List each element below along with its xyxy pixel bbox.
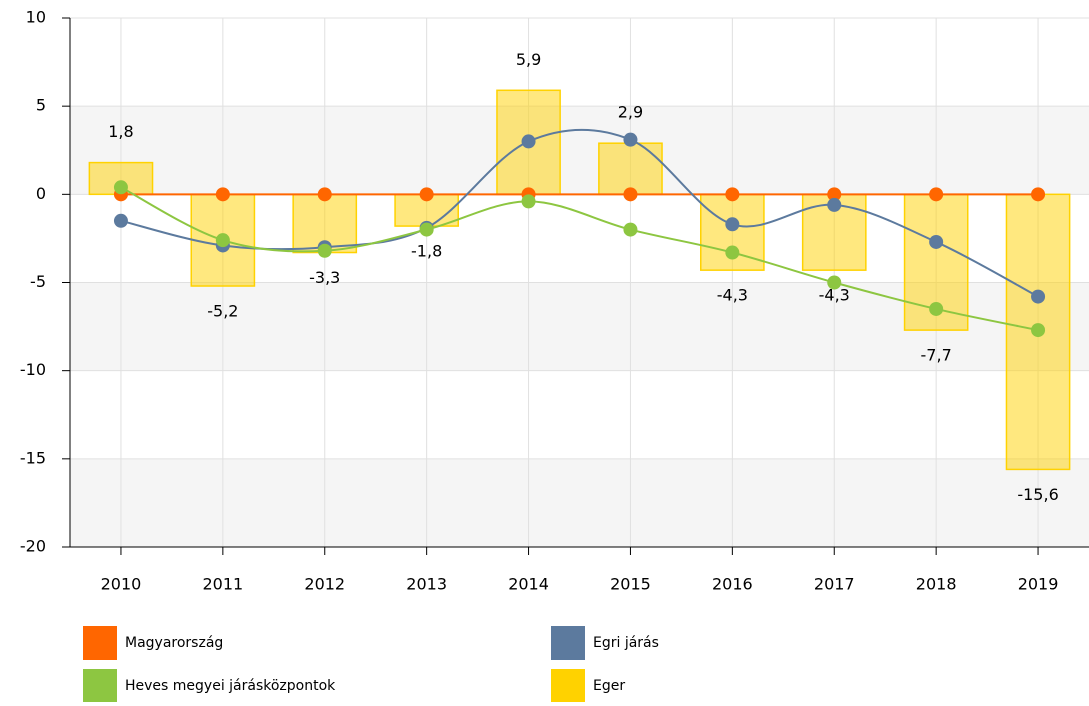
point xyxy=(1031,323,1046,338)
line xyxy=(120,128,1039,298)
point xyxy=(419,222,434,237)
data-label: -1,8 xyxy=(411,242,442,261)
point xyxy=(725,217,740,232)
legend-swatch xyxy=(83,669,117,703)
point xyxy=(113,180,128,195)
point xyxy=(215,233,230,248)
point xyxy=(827,187,842,202)
x-tick-label: 2015 xyxy=(610,575,651,594)
legend-label: Egri járás xyxy=(593,635,659,651)
point xyxy=(827,197,842,212)
point xyxy=(623,187,638,202)
legend-label: Eger xyxy=(593,678,625,694)
data-label: 1,8 xyxy=(108,122,133,141)
y-tick-label: 5 xyxy=(36,96,46,115)
point xyxy=(623,132,638,147)
point xyxy=(317,243,332,258)
data-label: -7,7 xyxy=(921,346,952,365)
y-tick-label: 10 xyxy=(26,8,46,27)
data-label: 2,9 xyxy=(618,103,643,122)
data-label: -15,6 xyxy=(1017,485,1058,504)
plot-band xyxy=(70,458,1089,547)
x-tick-label: 2011 xyxy=(202,575,243,594)
x-tick-label: 2018 xyxy=(916,575,957,594)
x-tick-label: 2017 xyxy=(814,575,855,594)
data-label: -3,3 xyxy=(309,268,340,287)
plot-band xyxy=(70,106,1089,195)
legend-swatch xyxy=(551,669,585,703)
legend-label: Heves megyei járásközpontok xyxy=(125,678,336,694)
data-label: -5,2 xyxy=(207,302,238,321)
y-tick-label: -15 xyxy=(20,448,46,467)
x-tick-label: 2010 xyxy=(101,575,142,594)
point xyxy=(929,301,944,316)
point xyxy=(1031,187,1046,202)
point xyxy=(215,187,230,202)
point xyxy=(827,275,842,290)
y-tick-label: 0 xyxy=(36,184,46,203)
x-tick-label: 2019 xyxy=(1018,575,1059,594)
point xyxy=(725,187,740,202)
legend-label: Magyarország xyxy=(125,635,223,651)
data-label: 5,9 xyxy=(516,50,541,69)
data-label: -4,3 xyxy=(717,286,748,305)
bar xyxy=(598,142,663,196)
x-tick-label: 2016 xyxy=(712,575,753,594)
point xyxy=(521,134,536,149)
x-tick-label: 2012 xyxy=(304,575,345,594)
y-tick-label: -10 xyxy=(20,360,46,379)
y-tick-label: -5 xyxy=(30,272,46,291)
x-tick-label: 2013 xyxy=(406,575,447,594)
point xyxy=(1031,289,1046,304)
legend-swatch xyxy=(551,626,585,660)
legend-swatch xyxy=(83,626,117,660)
point xyxy=(929,234,944,249)
point xyxy=(317,187,332,202)
point xyxy=(521,194,536,209)
point xyxy=(113,213,128,228)
point xyxy=(725,245,740,260)
point xyxy=(929,187,944,202)
point xyxy=(419,187,434,202)
x-tick-label: 2014 xyxy=(508,575,549,594)
y-tick-label: -20 xyxy=(20,537,46,556)
data-label: -4,3 xyxy=(819,286,850,305)
point xyxy=(623,222,638,237)
line xyxy=(120,186,1039,332)
